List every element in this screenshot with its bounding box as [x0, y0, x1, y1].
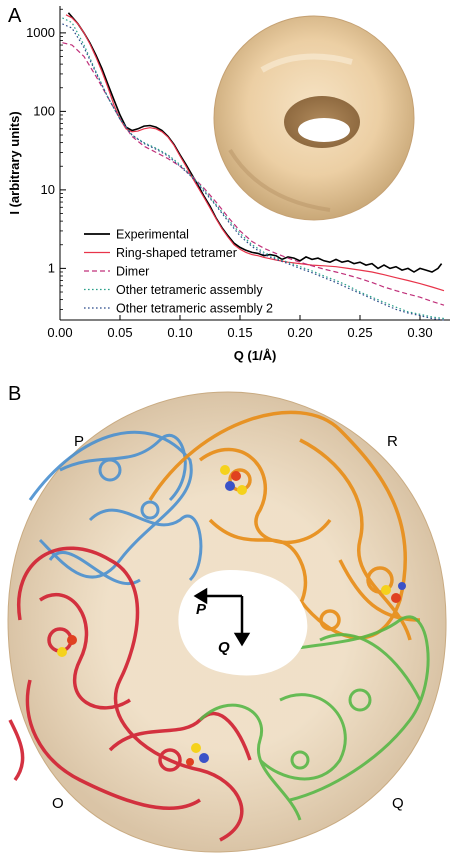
y-tick-label: 10	[41, 182, 55, 197]
legend-entry-label: Ring-shaped tetramer	[116, 246, 237, 260]
axis-ticks: 0.00 0.05 0.10 0.15 0.20 0.25 0.30 1 10 100 1000	[26, 8, 433, 340]
axis-q-label: Q	[218, 639, 230, 656]
chain-r-label: R	[387, 433, 398, 450]
chain-q-label: Q	[392, 795, 404, 812]
chain-o-label: O	[52, 795, 64, 812]
legend-entry-label: Dimer	[116, 265, 149, 279]
series-line-2	[65, 14, 445, 292]
x-axis-title: Q (1/Å)	[234, 348, 277, 363]
torus-envelope-image	[213, 15, 415, 221]
orientation-arrows	[193, 587, 251, 647]
legend-entry-label: Other tetrameric assembly 2	[116, 302, 273, 316]
panel-a-label: A	[8, 5, 22, 27]
x-tick-label: 0.00	[47, 325, 72, 340]
chain-p-label: P	[74, 433, 84, 450]
chain-q-ribbons	[198, 615, 430, 821]
panel-b-label: B	[8, 383, 21, 405]
y-tick-label: 100	[33, 103, 55, 118]
x-tick-label: 0.25	[347, 325, 372, 340]
x-tick-label: 0.20	[287, 325, 312, 340]
ligand-spheres	[57, 465, 406, 766]
legend-entry-label: Other tetrameric assembly	[116, 283, 263, 297]
chart-frame	[59, 6, 450, 321]
series-layer	[62, 12, 445, 321]
chain-o-ribbons	[8, 546, 252, 842]
chain-p-ribbons	[28, 430, 203, 586]
x-tick-label: 0.05	[107, 325, 132, 340]
legend: Experimental Ring-shaped tetramer Dimer Oth…	[84, 228, 273, 316]
series-line-5	[62, 23, 445, 321]
x-tick-label: 0.10	[167, 325, 192, 340]
legend-entry-label: Experimental	[116, 228, 189, 242]
y-tick-label: 1000	[26, 25, 55, 40]
series-line-1	[67, 12, 443, 273]
y-tick-label: 1	[48, 260, 55, 275]
x-tick-label: 0.15	[227, 325, 252, 340]
axis-p-label: P	[196, 601, 207, 618]
x-tick-label: 0.30	[407, 325, 432, 340]
protein-structure-image	[7, 391, 447, 853]
y-axis-title: I (arbitrary units)	[7, 111, 22, 214]
